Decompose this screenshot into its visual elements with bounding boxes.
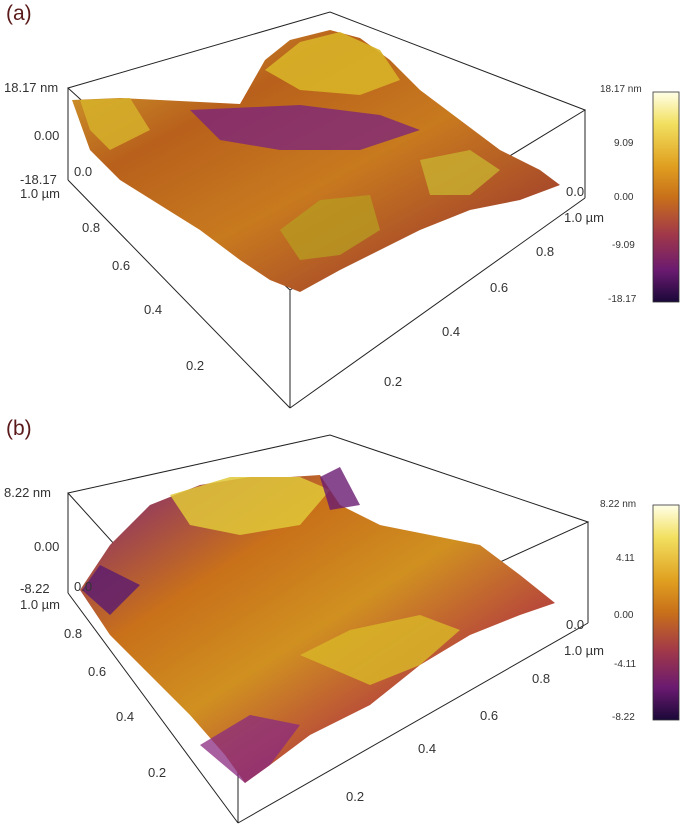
afm-3d-surface-plot: 8.22 nm 0.00 -8.22 0.0 1.0 µm 0.8 0.6 0.… <box>4 434 680 824</box>
left-axis-tick: 0.2 <box>186 358 204 373</box>
right-axis-tick: 1.0 µm <box>564 210 604 225</box>
colorbar <box>652 504 680 721</box>
afm-panel-a: (a) <box>0 0 685 415</box>
afm-3d-surface-plot: 18.17 nm 0.00 -18.17 0.0 1.0 µm 0.8 0.6 … <box>4 11 680 409</box>
right-axis-tick: 0.2 <box>346 789 364 804</box>
colorbar-tick: 4.11 <box>616 553 635 564</box>
left-axis-tick: 1.0 µm <box>20 186 60 201</box>
z-axis-bottom-label: -8.22 <box>20 581 50 596</box>
right-axis-tick: 0.8 <box>536 244 554 259</box>
colorbar-tick: -4.11 <box>614 659 636 670</box>
left-axis-tick: 0.2 <box>148 765 166 780</box>
colorbar-tick: -9.09 <box>612 240 635 251</box>
left-axis-tick: 1.0 µm <box>20 597 60 612</box>
right-axis-tick: 0.0 <box>566 617 584 632</box>
colorbar-tick: 0.00 <box>614 192 634 203</box>
colorbar <box>652 91 680 303</box>
right-axis-tick: 0.4 <box>442 324 460 339</box>
left-axis-tick: 0.4 <box>116 709 134 724</box>
panel-label: (b) <box>6 417 32 440</box>
afm-panel-b: (b) <box>0 415 685 830</box>
left-axis-tick: 0.8 <box>64 626 82 641</box>
right-axis-tick: 0.6 <box>490 280 508 295</box>
surface-topography <box>72 30 560 292</box>
z-axis-mid-label: 0.00 <box>34 128 59 143</box>
right-axis-tick: 0.6 <box>480 708 498 723</box>
right-axis-tick: 0.8 <box>532 671 550 686</box>
colorbar-tick: -18.17 <box>608 294 637 305</box>
colorbar-tick: 8.22 nm <box>600 499 636 510</box>
left-axis-origin: 0.0 <box>74 579 92 594</box>
z-axis-top-label: 8.22 nm <box>4 485 51 500</box>
colorbar-tick: -8.22 <box>612 712 635 723</box>
z-axis-mid-label: 0.00 <box>34 539 59 554</box>
right-axis-tick: 0.0 <box>566 184 584 199</box>
right-axis-tick: 0.4 <box>418 741 436 756</box>
left-axis-tick: 0.6 <box>112 258 130 273</box>
right-axis-tick: 1.0 µm <box>564 643 604 658</box>
z-axis-bottom-label: -18.17 <box>20 172 57 187</box>
left-axis-origin: 0.0 <box>74 164 92 179</box>
left-axis-tick: 0.8 <box>82 220 100 235</box>
right-axis-tick: 0.2 <box>384 374 402 389</box>
panel-label: (a) <box>6 2 32 25</box>
colorbar-tick: 0.00 <box>614 610 634 621</box>
colorbar-tick: 18.17 nm <box>600 84 642 95</box>
z-axis-top-label: 18.17 nm <box>4 80 58 95</box>
left-axis-tick: 0.4 <box>144 302 162 317</box>
left-axis-tick: 0.6 <box>88 664 106 679</box>
surface-topography <box>80 467 555 783</box>
colorbar-tick: 9.09 <box>614 138 634 149</box>
